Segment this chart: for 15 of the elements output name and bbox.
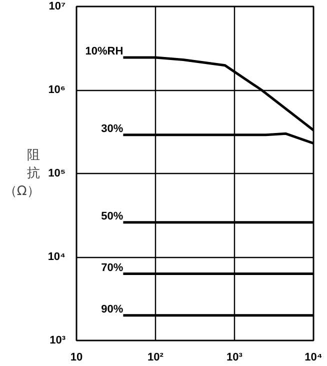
- x-tick-label: 10: [70, 352, 83, 364]
- series-label: 10%RH: [85, 46, 124, 58]
- y-tick-label: 10⁷: [48, 0, 66, 12]
- x-tick-label: 10⁴: [304, 352, 322, 364]
- x-tick-label: 10³: [226, 352, 243, 364]
- y-axis-title: 阻抗（Ω）: [4, 148, 40, 199]
- series-label: 70%: [101, 262, 124, 274]
- series-label: 50%: [101, 210, 124, 222]
- y-tick-label: 10⁵: [48, 168, 66, 180]
- series-label: 90%: [101, 303, 124, 316]
- y-tick-label: 10⁶: [48, 84, 66, 96]
- x-tick-label: 10²: [148, 352, 164, 364]
- y-tick-label: 10⁴: [48, 251, 66, 263]
- series-label: 30%: [101, 122, 124, 135]
- y-tick-label: 10³: [50, 334, 66, 346]
